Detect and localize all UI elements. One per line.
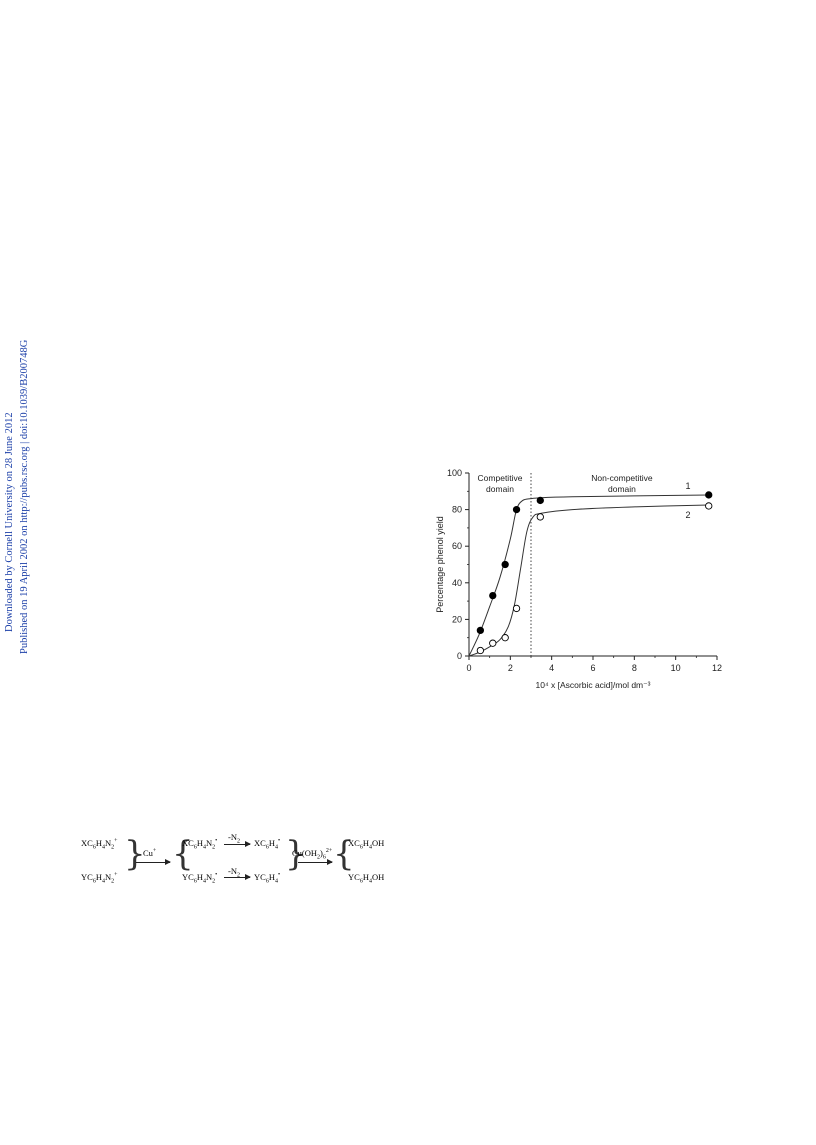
series-1-point: [536, 496, 544, 505]
series-2-point: [705, 502, 713, 510]
series-1-label: 1: [686, 481, 691, 491]
series-2-point: [536, 513, 544, 521]
reaction-scheme: XC6H4N2+ YC6H4N2+ } Cu+ { XC6H4N2• YC6H4…: [76, 830, 406, 890]
y-tick-label: 20: [452, 614, 462, 624]
scheme-arrow: [224, 874, 251, 880]
download-watermark: Downloaded by Cornell University on 28 J…: [0, 0, 50, 1145]
series-1-point: [705, 491, 713, 499]
competitive-domain-label: domain: [486, 484, 514, 494]
x-tick-label: 2: [508, 663, 513, 673]
x-tick-label: 0: [466, 663, 471, 673]
scheme-brace: {: [333, 834, 355, 874]
publication-notice: Published on 19 April 2002 on http://pub…: [19, 339, 30, 654]
series-1-point: [501, 560, 509, 569]
x-tick-label: 6: [590, 663, 595, 673]
scheme-reagent-cu-aqua: Cu(OH2)62+: [292, 848, 333, 861]
scheme-product-y: YC6H4OH: [348, 872, 385, 885]
y-tick-label: 0: [457, 651, 462, 661]
series-1-curve: [468, 494, 709, 657]
x-tick-label: 12: [712, 663, 722, 673]
phenol-yield-figure: 0 2 4 6 8 10 12 0 20 40 60 80 100 10⁴ x [Ascorbic aci…: [428, 462, 728, 702]
y-tick-label: 80: [452, 505, 462, 515]
y-tick-label: 100: [447, 468, 462, 478]
scheme-arrow: [224, 841, 251, 847]
x-tick-label: 10: [671, 663, 681, 673]
x-axis-label: 10⁴ x [Ascorbic acid]/mol dm⁻³: [536, 680, 651, 690]
scheme-radical-y: YC6H4•: [254, 872, 281, 885]
series-2-point: [489, 639, 497, 647]
y-axis-label: Percentage phenol yield: [435, 516, 445, 613]
scheme-product-x: XC6H4OH: [348, 838, 385, 851]
competitive-domain-label: Competitive: [478, 473, 523, 483]
scheme-radical-x: XC6H4•: [254, 838, 281, 851]
series-1-point: [489, 591, 497, 600]
noncompetitive-domain-label: Non-competitive: [591, 473, 653, 483]
series-2-label: 2: [686, 510, 691, 520]
y-tick-label: 40: [452, 578, 462, 588]
series-2-curve: [468, 504, 709, 657]
series-1-point: [476, 626, 485, 635]
x-tick-label: 8: [632, 663, 637, 673]
scheme-reactant-x: XC6H4N2+: [81, 838, 118, 851]
scheme-reagent-cu: Cu+: [143, 848, 157, 858]
scheme-intermediate-x: XC6H4N2•: [182, 838, 218, 851]
scheme-brace: {: [172, 834, 194, 874]
scheme-loss-n2: -N2: [228, 866, 240, 879]
series-2-point: [476, 646, 485, 655]
series-1-point: [512, 505, 521, 514]
x-tick-label: 4: [549, 663, 554, 673]
series-2-point: [512, 604, 521, 613]
scheme-arrow: [136, 859, 171, 865]
scheme-intermediate-y: YC6H4N2•: [182, 872, 218, 885]
noncompetitive-domain-label: domain: [608, 484, 636, 494]
scheme-loss-n2: -N2: [228, 832, 240, 845]
y-tick-label: 60: [452, 541, 462, 551]
series-2-point: [501, 634, 509, 642]
scheme-reactant-y: YC6H4N2+: [81, 872, 118, 885]
download-notice: Downloaded by Cornell University on 28 J…: [4, 412, 15, 632]
scheme-arrow: [298, 859, 333, 865]
